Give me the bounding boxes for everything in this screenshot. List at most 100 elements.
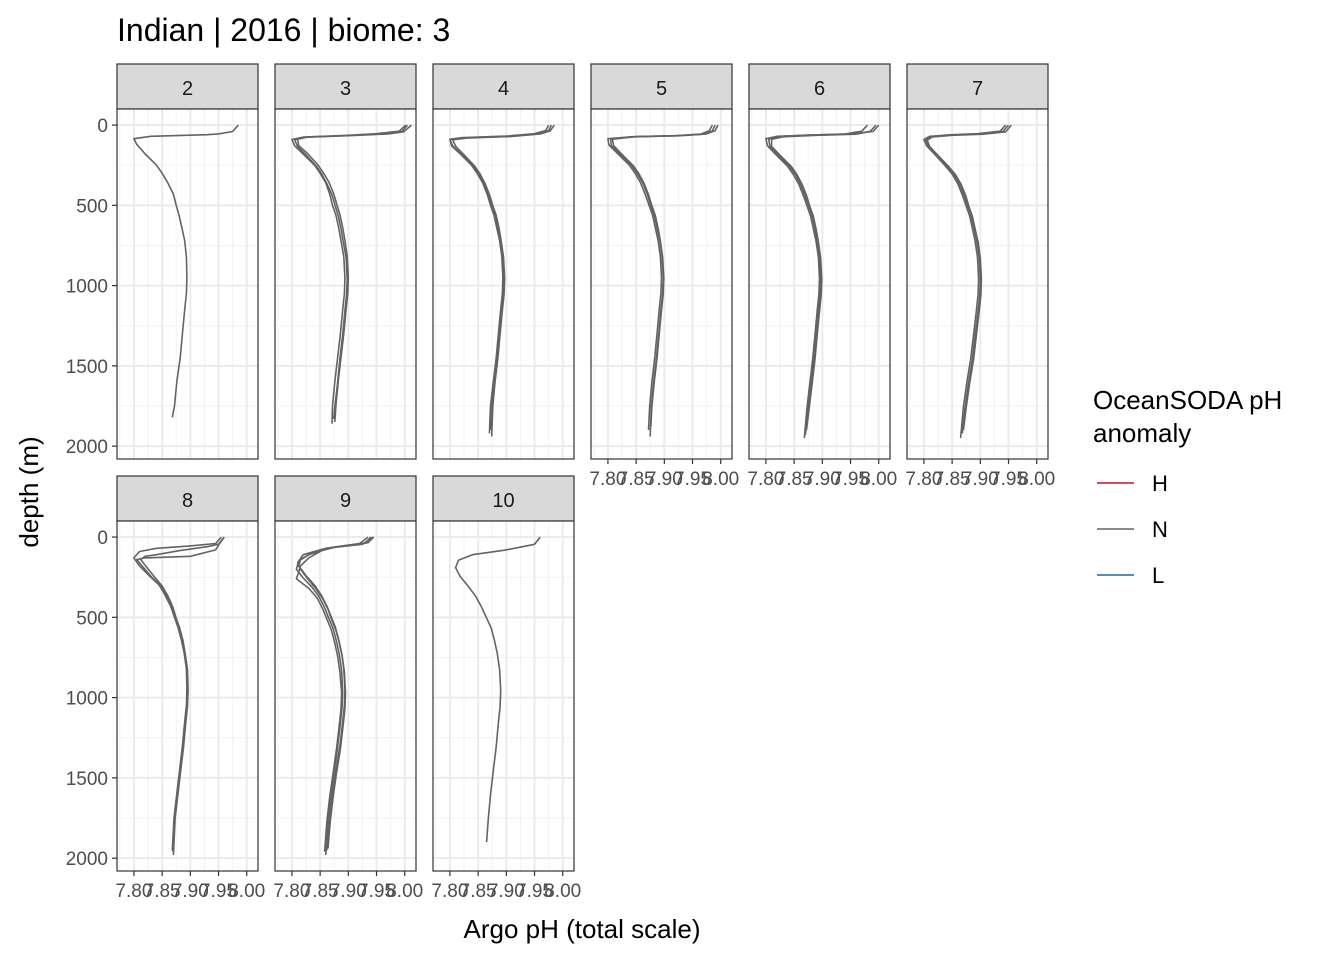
facet-strip xyxy=(906,63,1049,110)
panel-border xyxy=(274,520,417,872)
legend-title-line-2: anomaly xyxy=(1093,418,1191,448)
x-tick-label: 7.95 xyxy=(990,469,1027,490)
x-tick-label: 7.85 xyxy=(618,469,655,490)
x-tick-label: 7.90 xyxy=(962,469,999,490)
x-tick-label: 7.80 xyxy=(431,881,468,902)
legend-label: L xyxy=(1152,563,1164,588)
x-tick-label: 8.00 xyxy=(702,469,739,490)
x-axis-title: Argo pH (total scale) xyxy=(464,914,701,944)
x-tick-label: 7.80 xyxy=(747,469,784,490)
x-tick-label: 8.00 xyxy=(544,881,581,902)
y-axis-title: depth (m) xyxy=(14,436,44,547)
gridlines xyxy=(275,521,416,871)
facet-strip xyxy=(116,63,259,110)
panel-border xyxy=(590,108,733,460)
y-tick-label: 0 xyxy=(97,528,108,549)
panel-background xyxy=(433,521,574,871)
facet-panel-7: 7 xyxy=(906,63,1049,460)
x-tick-label: 7.90 xyxy=(172,881,209,902)
facet-panel-4: 4 xyxy=(432,63,575,460)
panel-border xyxy=(116,520,259,872)
x-tick-label: 7.85 xyxy=(934,469,971,490)
x-tick-label: 7.95 xyxy=(516,881,553,902)
facet-strip xyxy=(116,475,259,522)
facet-strip-label: 10 xyxy=(492,490,514,512)
x-tick-label: 7.90 xyxy=(646,469,683,490)
legend: OceanSODA pH anomaly HNL xyxy=(1093,385,1282,588)
y-tick-label: 2000 xyxy=(66,849,108,870)
x-tick-label: 7.85 xyxy=(144,881,181,902)
legend-item-N: N xyxy=(1097,517,1168,542)
facet-strip xyxy=(432,475,575,522)
x-tick-label: 7.80 xyxy=(589,469,626,490)
profile-line xyxy=(770,124,877,431)
y-tick-label: 500 xyxy=(76,196,108,217)
y-tick-label: 1500 xyxy=(66,357,108,378)
x-tick-label: 7.90 xyxy=(804,469,841,490)
panel-border xyxy=(906,108,1049,460)
profile-line xyxy=(767,124,868,435)
x-tick-label: 8.00 xyxy=(1018,469,1055,490)
profile-line xyxy=(295,536,372,855)
x-tick-label: 7.95 xyxy=(674,469,711,490)
x-tick-label: 7.95 xyxy=(832,469,869,490)
facet-panel-3: 3 xyxy=(274,63,417,460)
x-tick-label: 7.90 xyxy=(330,881,367,902)
gridlines xyxy=(433,109,574,459)
x-tick-label: 7.80 xyxy=(115,881,152,902)
profile-line xyxy=(924,124,1007,434)
y-tick-label: 1000 xyxy=(66,277,108,298)
legend-items: HNL xyxy=(1097,471,1168,588)
y-tick-label: 500 xyxy=(76,608,108,629)
facet-strip-label: 9 xyxy=(340,490,351,512)
profile-line xyxy=(454,536,541,843)
y-tick-label: 0 xyxy=(97,116,108,137)
facet-strip xyxy=(274,63,417,110)
y-tick-label: 1000 xyxy=(66,689,108,710)
panel-border xyxy=(432,108,575,460)
facet-strip xyxy=(432,63,575,110)
x-tick-label: 7.85 xyxy=(460,881,497,902)
profile-line xyxy=(133,124,239,418)
facet-panel-9: 9 xyxy=(274,475,417,872)
y-tick-label: 2000 xyxy=(66,437,108,458)
x-tick-label: 7.85 xyxy=(776,469,813,490)
x-tick-label: 7.95 xyxy=(358,881,395,902)
x-tick-label: 7.80 xyxy=(273,881,310,902)
panel-border xyxy=(748,108,891,460)
facet-panel-8: 8 xyxy=(116,475,259,872)
facet-panel-2: 2 xyxy=(116,63,259,460)
facet-strip-label: 5 xyxy=(656,78,667,100)
panel-background xyxy=(907,109,1048,459)
legend-label: N xyxy=(1152,517,1168,542)
gridlines xyxy=(117,109,258,459)
panel-border xyxy=(116,108,259,460)
facet-strip xyxy=(274,475,417,522)
legend-item-L: L xyxy=(1097,563,1164,588)
gridlines xyxy=(433,521,574,871)
x-tick-label: 7.80 xyxy=(905,469,942,490)
facet-panel-6: 6 xyxy=(748,63,891,460)
facet-strip-label: 3 xyxy=(340,78,351,100)
x-tick-label: 8.00 xyxy=(228,881,265,902)
facet-panel-5: 5 xyxy=(590,63,733,460)
facet-strip-label: 7 xyxy=(972,78,983,100)
facet-panels: 2 3 4 5 6 7 8 9 10 xyxy=(116,63,1049,872)
x-tick-label: 8.00 xyxy=(386,881,423,902)
profile-line xyxy=(296,124,407,423)
facet-strip-label: 8 xyxy=(182,490,193,512)
x-tick-label: 7.85 xyxy=(302,881,339,902)
panel-border xyxy=(274,108,417,460)
x-tick-label: 8.00 xyxy=(860,469,897,490)
legend-item-H: H xyxy=(1097,471,1168,496)
x-tick-label: 7.95 xyxy=(200,881,237,902)
profile-line xyxy=(923,124,1010,439)
facet-strip-label: 2 xyxy=(182,78,193,100)
facet-strip-label: 4 xyxy=(498,78,509,100)
profile-line xyxy=(296,536,374,849)
chart-title: Indian | 2016 | biome: 3 xyxy=(117,12,450,48)
facet-strip xyxy=(590,63,733,110)
panel-border xyxy=(432,520,575,872)
